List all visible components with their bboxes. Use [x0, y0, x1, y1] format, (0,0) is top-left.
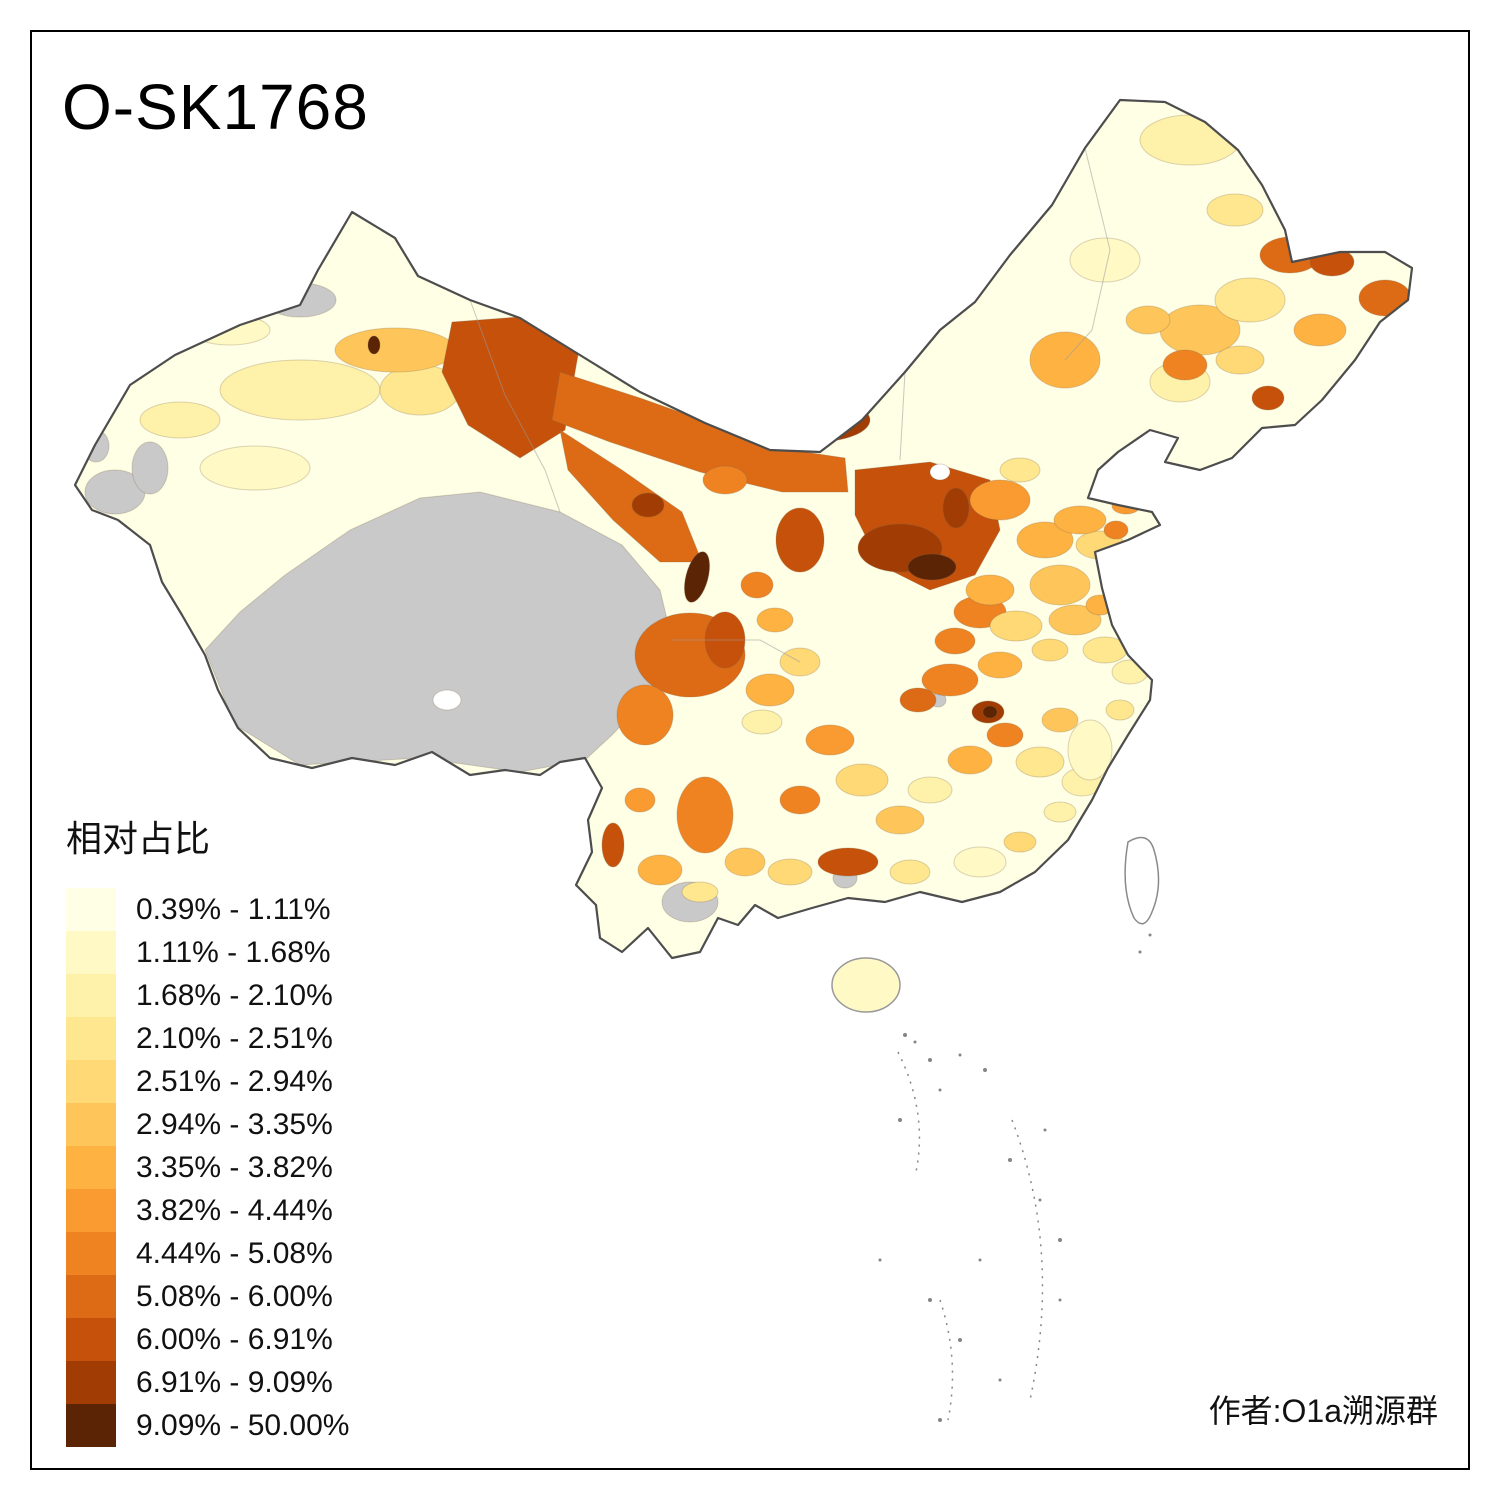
legend: 相对占比 0.39% - 1.11% 1.11% - 1.68% 1.68% -…	[66, 810, 349, 1447]
legend-row: 6.00% - 6.91%	[66, 1318, 349, 1361]
legend-row: 1.68% - 2.10%	[66, 974, 349, 1017]
legend-swatch	[66, 1232, 116, 1275]
legend-swatch	[66, 931, 116, 974]
legend-swatch	[66, 1361, 116, 1404]
legend-row: 1.11% - 1.68%	[66, 931, 349, 974]
legend-row: 2.94% - 3.35%	[66, 1103, 349, 1146]
author-credit: 作者:O1a溯源群	[1208, 1393, 1438, 1429]
legend-swatch	[66, 888, 116, 931]
legend-label: 5.08% - 6.00%	[136, 1279, 333, 1313]
legend-row: 0.39% - 1.11%	[66, 888, 349, 931]
china-outline	[73, 98, 1414, 960]
legend-label: 2.94% - 3.35%	[136, 1107, 333, 1141]
legend-swatch	[66, 974, 116, 1017]
legend-row: 9.09% - 50.00%	[66, 1404, 349, 1447]
legend-label: 6.00% - 6.91%	[136, 1322, 333, 1356]
legend-label: 0.39% - 1.11%	[136, 892, 331, 926]
hainan-island	[831, 957, 901, 1013]
legend-label: 3.35% - 3.82%	[136, 1150, 333, 1184]
legend-swatch	[66, 1060, 116, 1103]
legend-row: 3.82% - 4.44%	[66, 1189, 349, 1232]
legend-swatch	[66, 1404, 116, 1447]
legend-row: 5.08% - 6.00%	[66, 1275, 349, 1318]
legend-label: 9.09% - 50.00%	[136, 1408, 350, 1442]
legend-row: 3.35% - 3.82%	[66, 1146, 349, 1189]
plot-title: O-SK1768	[62, 71, 369, 143]
legend-swatch	[66, 1103, 116, 1146]
legend-label: 2.51% - 2.94%	[136, 1064, 333, 1098]
legend-swatch	[66, 1189, 116, 1232]
legend-swatch	[66, 1146, 116, 1189]
legend-row: 2.51% - 2.94%	[66, 1060, 349, 1103]
legend-label: 2.10% - 2.51%	[136, 1021, 333, 1055]
legend-label: 1.11% - 1.68%	[136, 935, 331, 969]
legend-row: 2.10% - 2.51%	[66, 1017, 349, 1060]
south-china-sea-islands	[878, 933, 1152, 1422]
legend-rows: 0.39% - 1.11% 1.11% - 1.68% 1.68% - 2.10…	[66, 888, 349, 1447]
legend-row: 6.91% - 9.09%	[66, 1361, 349, 1404]
legend-swatch	[66, 1017, 116, 1060]
legend-swatch	[66, 1318, 116, 1361]
legend-label: 3.82% - 4.44%	[136, 1193, 333, 1227]
legend-title: 相对占比	[66, 818, 211, 859]
legend-label: 6.91% - 9.09%	[136, 1365, 333, 1399]
legend-row: 4.44% - 5.08%	[66, 1232, 349, 1275]
legend-label: 1.68% - 2.10%	[136, 978, 333, 1012]
legend-swatch	[66, 1275, 116, 1318]
legend-label: 4.44% - 5.08%	[136, 1236, 333, 1270]
province-borders	[469, 147, 1111, 663]
taiwan-island	[1124, 836, 1160, 925]
